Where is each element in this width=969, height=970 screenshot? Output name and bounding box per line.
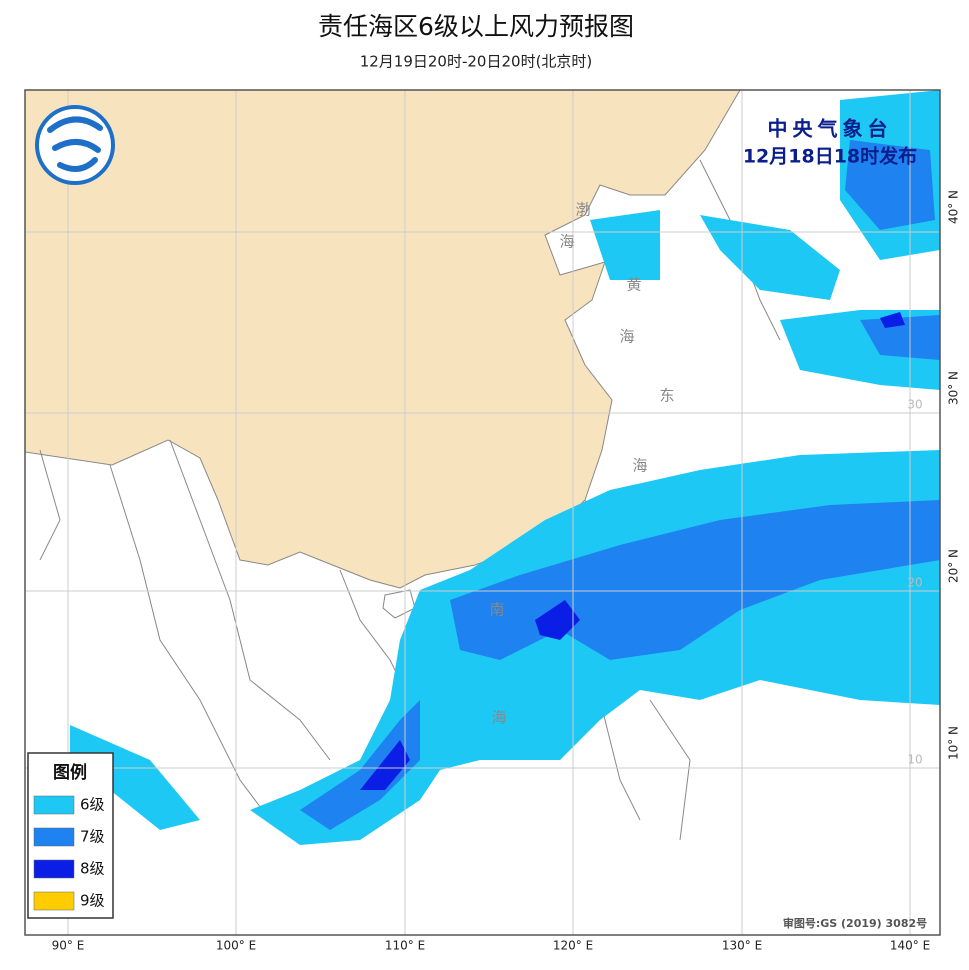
cma-logo (35, 105, 115, 185)
grid-value: 20 (907, 576, 922, 590)
sea-label: 海 (491, 709, 506, 727)
wind-area-7 (860, 315, 940, 360)
wind-area-8 (535, 600, 580, 640)
legend-title: 图例 (53, 762, 87, 783)
longitude-label: 100° E (216, 939, 256, 953)
latitude-label: 10° N (947, 726, 961, 760)
latitude-label: 20° N (947, 549, 961, 583)
issuer-agency: 中央气象台 (768, 117, 893, 141)
map-frame (24, 89, 941, 936)
wind-area-8 (360, 740, 410, 790)
legend-label: 7级 (80, 828, 105, 846)
issue-time: 12月18日18时发布 (743, 145, 917, 168)
longitude-label: 130° E (722, 939, 762, 953)
sea-label: 南 (489, 601, 504, 619)
wind-area-8 (880, 312, 905, 328)
sea-label: 海 (559, 233, 574, 251)
legend-label: 9级 (80, 892, 105, 910)
sea-label: 海 (619, 328, 634, 346)
legend-swatch (33, 795, 75, 815)
longitude-label: 90° E (52, 939, 85, 953)
latitude-label: 40° N (947, 190, 961, 224)
longitude-label: 140° E (890, 939, 930, 953)
sea-label: 黄 (626, 276, 641, 294)
map-title: 责任海区6级以上风力预报图 (318, 12, 634, 41)
grid-value: 10 (907, 753, 922, 767)
sea-label: 海 (632, 457, 647, 475)
wind-area-7 (300, 700, 420, 830)
legend: 图例 6级 7级 8级 9级 (27, 752, 114, 919)
legend-swatch (33, 859, 75, 879)
wind-area-6 (590, 210, 660, 280)
legend-label: 6级 (80, 796, 105, 814)
longitude-label: 120° E (553, 939, 593, 953)
wind-area-6 (700, 215, 840, 300)
graticule: 30 20 10 (25, 90, 940, 935)
axis-labels: 90° E 100° E 110° E 120° E 130° E 140° E 40° N… (52, 190, 961, 953)
wind-area-7 (845, 140, 935, 230)
legend-swatch (33, 891, 75, 911)
wind-area-6 (70, 725, 200, 830)
longitude-label: 110° E (385, 939, 425, 953)
latitude-label: 30° N (947, 371, 961, 405)
sea-label: 东 (659, 387, 674, 405)
map-subtitle: 12月19日20时-20日20时(北京时) (360, 53, 593, 71)
approval-number: 审图号:GS (2019) 3082号 (783, 916, 927, 930)
grid-value: 30 (907, 398, 922, 412)
sea-label: 渤 (575, 201, 590, 219)
legend-swatch (33, 827, 75, 847)
legend-label: 8级 (80, 860, 105, 878)
